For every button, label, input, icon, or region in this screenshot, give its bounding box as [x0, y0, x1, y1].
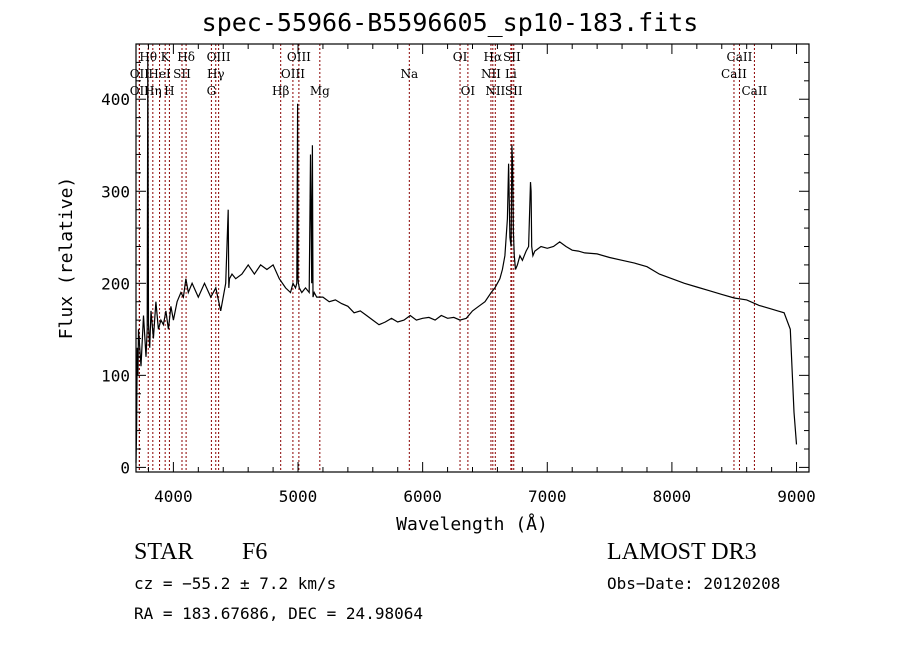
y-tick-label-300: 300: [101, 182, 130, 201]
y-axis-ticks: 0 100 200 300 400: [101, 61, 809, 477]
line-label-19: Hα: [484, 50, 503, 64]
line-label-0: Hθ: [139, 50, 157, 64]
line-label-15: Mg: [310, 84, 330, 98]
line-label-16: Na: [400, 67, 418, 81]
line-label-10: Hγ: [207, 67, 225, 81]
line-label-18: OI: [461, 84, 476, 98]
line-label-22: Li: [505, 67, 517, 81]
line-label-3: Hη: [144, 84, 162, 98]
line-label-9: OIII: [207, 50, 231, 64]
line-label-5: HeI: [148, 67, 171, 81]
line-label-21: NII: [481, 67, 501, 81]
line-label-24: SII: [505, 84, 523, 98]
redshift-velocity: cz = −55.2 ± 7.2 km/s: [134, 574, 337, 593]
line-label-20: SII: [503, 50, 521, 64]
y-tick-label-400: 400: [101, 90, 130, 109]
object-class: STAR: [134, 539, 194, 565]
line-label-2: OII: [130, 84, 150, 98]
line-label-11: G: [207, 84, 217, 98]
line-label-12: OIII: [287, 50, 311, 64]
line-label-26: CaII: [721, 67, 747, 81]
line-label-13: OIII: [281, 67, 305, 81]
spectrum-line: [135, 57, 798, 463]
line-label-6: SII: [173, 67, 191, 81]
coordinates: RA = 183.67686, DEC = 24.98064: [134, 604, 423, 623]
line-label-7: H: [164, 84, 174, 98]
x-tick-label-4000: 4000: [154, 487, 193, 506]
object-subclass: F6: [242, 539, 268, 565]
y-axis-label: Flux (relative): [56, 177, 77, 340]
line-label-4: K: [161, 50, 171, 64]
y-tick-label-0: 0: [120, 458, 130, 477]
x-tick-label-8000: 8000: [653, 487, 692, 506]
x-axis-ticks: 4000 5000 6000 7000 8000 9000: [147, 44, 816, 506]
line-label-1: OII: [130, 67, 150, 81]
x-tick-label-9000: 9000: [777, 487, 816, 506]
y-tick-label-200: 200: [101, 274, 130, 293]
line-label-27: CaII: [741, 84, 767, 98]
y-tick-label-100: 100: [101, 366, 130, 385]
plot-frame: [135, 43, 810, 473]
line-label-8: Hδ: [177, 50, 195, 64]
x-tick-label-5000: 5000: [279, 487, 318, 506]
chart-title: spec-55966-B5596605_sp10-183.fits: [201, 8, 699, 37]
survey-name: LAMOST DR3: [607, 539, 757, 565]
observation-date: Obs−Date: 20120208: [607, 574, 781, 593]
x-tick-label-7000: 7000: [528, 487, 567, 506]
emission-line-markers: [138, 44, 755, 472]
x-tick-label-6000: 6000: [403, 487, 442, 506]
line-label-25: CaII: [727, 50, 753, 64]
line-label-23: NII: [485, 84, 505, 98]
line-label-17: OI: [453, 50, 468, 64]
line-label-14: Hβ: [272, 84, 289, 98]
x-axis-label: Wavelength (Å): [396, 513, 548, 535]
